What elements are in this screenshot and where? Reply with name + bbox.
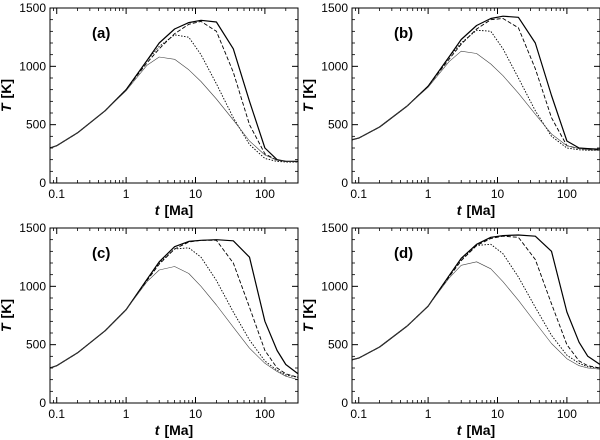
x-tick-label: 100 (255, 187, 275, 201)
panel-label: (c) (92, 245, 110, 262)
x-axis-variable: t (155, 422, 161, 438)
x-tick-label: 10 (189, 187, 203, 201)
y-tick-label: 0 (341, 396, 348, 410)
y-axis-unit: [K] (0, 79, 14, 98)
x-axis-unit: [Ma] (466, 422, 495, 438)
plot-frame (49, 227, 299, 404)
series-line-dotted (352, 243, 600, 369)
y-axis-unit: [K] (300, 299, 316, 318)
y-tick-label: 1000 (321, 59, 348, 73)
y-tick-label: 500 (26, 338, 46, 352)
x-axis-variable: t (457, 422, 463, 438)
y-tick-label: 500 (328, 338, 348, 352)
x-tick-label: 1 (123, 407, 130, 421)
y-tick-label: 500 (26, 118, 46, 132)
x-tick-label: 100 (255, 407, 275, 421)
series-line-thin (50, 266, 298, 380)
x-tick-label: 0.1 (350, 407, 367, 421)
y-tick-label: 1000 (19, 59, 46, 73)
y-tick-label: 0 (39, 396, 46, 410)
y-tick-label: 1500 (321, 221, 348, 235)
x-tick-label: 100 (557, 187, 577, 201)
x-axis-unit: [Ma] (164, 422, 193, 438)
series-line-solid (50, 239, 298, 375)
series-line-thin (50, 56, 298, 163)
x-axis-unit: [Ma] (164, 202, 193, 218)
y-axis-variable: T (0, 102, 14, 112)
panel-label: (b) (394, 25, 413, 42)
y-axis-variable: T (300, 102, 316, 112)
series-line-thin (352, 261, 600, 370)
x-axis-label: t [Ma] (457, 422, 495, 438)
y-tick-label: 1500 (19, 221, 46, 235)
plot-frame (351, 7, 600, 184)
y-axis-label: T [K] (300, 79, 316, 112)
plot-frame (49, 7, 299, 184)
y-axis-variable: T (0, 322, 14, 332)
series-line-dotted (50, 34, 298, 163)
x-tick-label: 10 (491, 407, 505, 421)
x-axis-variable: t (457, 202, 463, 218)
x-tick-label: 1 (425, 407, 432, 421)
y-tick-label: 0 (39, 176, 46, 190)
x-tick-label: 0.1 (350, 187, 367, 201)
x-axis-variable: t (155, 202, 161, 218)
x-axis-unit: [Ma] (466, 202, 495, 218)
x-tick-label: 10 (189, 407, 203, 421)
x-tick-label: 0.1 (48, 407, 65, 421)
series-line-solid (352, 15, 600, 150)
x-tick-label: 0.1 (48, 187, 65, 201)
x-tick-label: 100 (557, 407, 577, 421)
y-tick-label: 1500 (19, 1, 46, 15)
y-tick-label: 1500 (321, 1, 348, 15)
series-line-dotted (352, 29, 600, 151)
y-axis-unit: [K] (0, 299, 14, 318)
series-line-dashed (50, 20, 298, 162)
series-line-dashed (50, 239, 298, 378)
series-line-dotted (50, 247, 298, 378)
x-tick-label: 1 (123, 187, 130, 201)
series-line-solid (50, 19, 298, 162)
y-axis-label: T [K] (0, 79, 14, 112)
panel-label: (a) (92, 25, 110, 42)
y-tick-label: 1000 (321, 279, 348, 293)
x-tick-label: 1 (425, 187, 432, 201)
y-axis-label: T [K] (300, 299, 316, 332)
x-axis-label: t [Ma] (155, 202, 193, 218)
y-tick-label: 0 (341, 176, 348, 190)
series-line-thin (352, 50, 600, 151)
x-tick-label: 10 (491, 187, 505, 201)
y-tick-label: 500 (328, 118, 348, 132)
y-tick-label: 1000 (19, 279, 46, 293)
panel-label: (d) (394, 245, 413, 262)
y-axis-label: T [K] (0, 299, 14, 332)
y-axis-variable: T (300, 322, 316, 332)
x-axis-label: t [Ma] (155, 422, 193, 438)
y-axis-unit: [K] (300, 79, 316, 98)
series-line-dashed (352, 235, 600, 369)
x-axis-label: t [Ma] (457, 202, 495, 218)
series-line-solid (352, 234, 600, 365)
plot-frame (351, 227, 600, 404)
